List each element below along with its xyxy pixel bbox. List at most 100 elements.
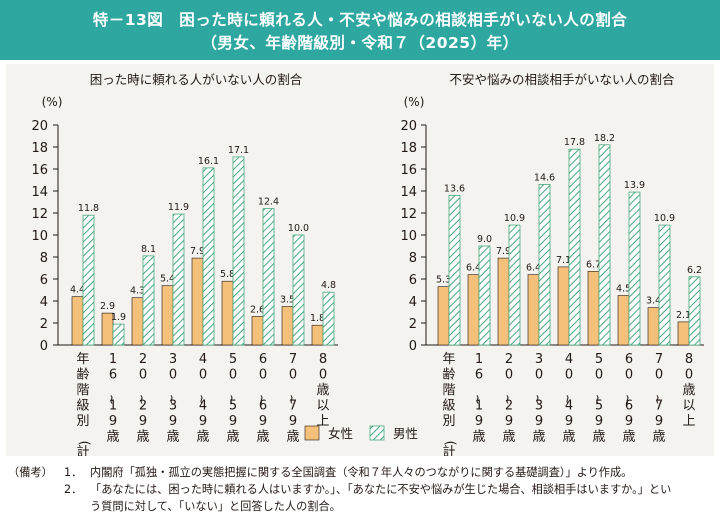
bar-male <box>202 167 215 346</box>
data-label-female: 7.1 <box>556 255 571 266</box>
x-category-label: 2 0 ~2 9 歳 <box>134 352 150 445</box>
note-1-number: 1． <box>64 466 83 479</box>
chart-1: 困った時に頼れる人がいない人の割合 (%) 0 2 4 6 8 10 12 14 16 18 20 4.4… <box>31 72 338 477</box>
data-label-female: 3.4 <box>646 296 661 307</box>
bar-male <box>142 255 155 346</box>
figure-title: 特－13図 困った時に頼れる人・不安や悩みの相談相手がいない人の割合 <box>92 11 628 29</box>
notes-prefix: （備考） <box>8 466 53 479</box>
legend-swatch-female <box>304 425 320 441</box>
bar-male <box>292 234 305 346</box>
chart-2: 不安や悩みの相談相手がいない人の割合 (%) 0 2 4 6 8 10 12 14 16 18 20 5.… <box>400 72 704 477</box>
bar-female <box>527 274 540 346</box>
legend: 女性 男性 <box>304 425 418 441</box>
bar-female <box>557 266 570 346</box>
x-category-label: 1 6 ~1 9 歳 <box>470 352 486 445</box>
y-tick-label: 2 <box>409 317 417 332</box>
bar-male <box>538 184 551 346</box>
bar-female <box>251 316 264 346</box>
data-label-male: 9.0 <box>477 234 492 245</box>
data-label-male: 13.6 <box>444 183 465 194</box>
chart-title: 困った時に頼れる人がいない人の割合 <box>90 72 303 87</box>
x-category-label: 年齢階級別(計) <box>76 352 91 456</box>
bar-male <box>82 214 95 346</box>
y-tick-label: 16 <box>400 163 417 178</box>
data-label-male: 13.9 <box>624 180 645 191</box>
bar-male <box>232 156 245 346</box>
chart-title: 不安や悩みの相談相手がいない人の割合 <box>449 72 675 87</box>
data-label-male: 14.6 <box>534 172 555 183</box>
y-tick-label: 12 <box>31 207 48 222</box>
y-tick-label: 10 <box>400 229 417 244</box>
note-2-text-line2: う質問に対して、「いない」と回答した人の割合。 <box>90 500 341 513</box>
x-category-label: 8 0 歳以上 <box>316 352 329 429</box>
y-tick-label: 20 <box>400 119 417 134</box>
chart-svg: 困った時に頼れる人がいない人の割合(%)024681012141618204.4… <box>31 72 704 477</box>
y-tick-label: 18 <box>31 141 48 156</box>
data-label-male: 6.2 <box>687 265 702 276</box>
y-tick-label: 20 <box>31 119 48 134</box>
y-axis-unit-label: (%) <box>404 95 425 109</box>
x-category-label: 3 0 ~3 9 歳 <box>164 352 180 445</box>
note-2-text-line1: 「あなたには、困った時に頼れる人はいますか。」、「あなたに不安や悩みが生じた場合… <box>90 483 672 496</box>
bar-male <box>322 291 335 346</box>
data-label-female: 5.3 <box>436 275 451 286</box>
bar-female <box>677 321 690 346</box>
bar-male <box>628 191 641 346</box>
bar-female <box>161 285 174 346</box>
data-label-female: 2.9 <box>100 301 115 312</box>
y-axis-unit-label: (%) <box>42 95 63 109</box>
x-category-label: 7 0 ~7 9 歳 <box>650 352 666 445</box>
data-label-male: 17.1 <box>228 145 249 156</box>
y-tick-label: 0 <box>409 339 417 354</box>
data-label-male: 8.1 <box>141 244 156 255</box>
data-label-female: 6.4 <box>466 263 481 274</box>
bar-female <box>221 280 234 346</box>
bar-female <box>131 297 144 346</box>
x-category-label: 6 0 ~6 9 歳 <box>620 352 636 445</box>
bar-male <box>658 224 671 346</box>
data-label-female: 6.7 <box>586 259 601 270</box>
bar-male <box>598 144 611 346</box>
bar-female <box>497 257 510 346</box>
data-label-male: 17.8 <box>564 137 585 148</box>
bar-female <box>71 296 84 346</box>
figure-subtitle: （男女、年齢階級別・令和７（2025）年） <box>201 34 519 52</box>
y-tick-label: 12 <box>400 207 417 222</box>
bar-female <box>467 274 480 346</box>
x-category-label: 8 0 歳以上 <box>682 352 695 429</box>
bar-male <box>688 276 701 346</box>
bar-female <box>647 307 660 346</box>
x-category-label: 4 0 ~4 9 歳 <box>560 352 576 445</box>
y-tick-label: 18 <box>400 141 417 156</box>
data-label-male: 10.9 <box>504 213 525 224</box>
bar-female <box>281 306 294 346</box>
x-category-label: 4 0 ~4 9 歳 <box>194 352 210 445</box>
data-label-male: 4.8 <box>321 280 336 291</box>
legend-swatch-male <box>369 425 385 441</box>
data-label-male: 10.9 <box>654 213 675 224</box>
data-label-female: 7.9 <box>496 246 511 257</box>
data-label-male: 10.0 <box>288 223 309 234</box>
bar-female <box>191 257 204 346</box>
bar-male <box>262 208 275 346</box>
x-category-label: 6 0 ~6 9 歳 <box>254 352 270 445</box>
x-category-label: 3 0 ~3 9 歳 <box>530 352 546 445</box>
data-label-female: 5.8 <box>220 269 235 280</box>
y-tick-label: 0 <box>40 339 48 354</box>
note-2-number: 2． <box>64 483 83 496</box>
x-category-label: 5 0 ~5 9 歳 <box>590 352 606 445</box>
chart-panel: 困った時に頼れる人がいない人の割合 (%) 0 2 4 6 8 10 12 14 16 18 20 4.4… <box>6 64 714 477</box>
y-tick-label: 4 <box>40 295 48 310</box>
figure-header: 特－13図 困った時に頼れる人・不安や悩みの相談相手がいない人の割合 （男女、年… <box>0 0 720 60</box>
x-category-label: 5 0 ~5 9 歳 <box>224 352 240 445</box>
data-label-female: 4.5 <box>616 284 631 295</box>
data-label-male: 11.8 <box>78 203 99 214</box>
bar-male <box>112 323 125 346</box>
data-label-female: 6.4 <box>526 263 541 274</box>
x-category-label: 7 0 ~7 9 歳 <box>284 352 300 445</box>
data-label-female: 2.1 <box>676 310 691 321</box>
data-label-female: 2.6 <box>250 304 265 315</box>
data-label-male: 16.1 <box>198 156 219 167</box>
y-tick-label: 16 <box>31 163 48 178</box>
data-label-female: 4.4 <box>70 285 85 296</box>
